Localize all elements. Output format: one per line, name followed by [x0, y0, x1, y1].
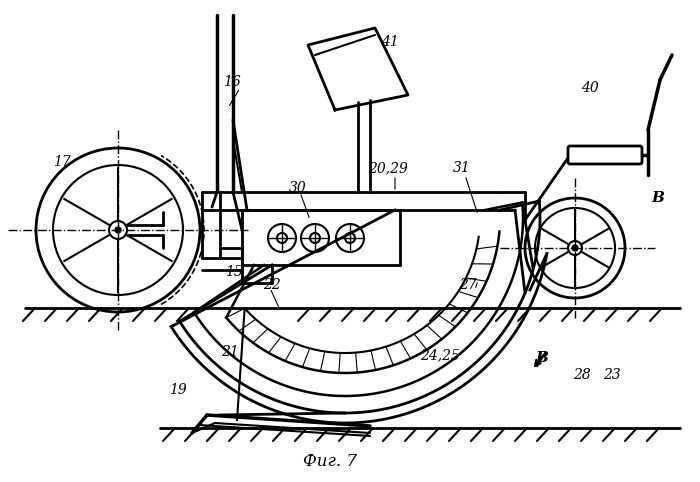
Text: B: B	[652, 191, 664, 205]
Text: Фиг. 7: Фиг. 7	[303, 454, 357, 470]
Text: 31: 31	[453, 161, 471, 175]
Text: 17: 17	[53, 155, 71, 169]
FancyBboxPatch shape	[568, 146, 642, 164]
Text: 30: 30	[289, 181, 307, 195]
Text: 28: 28	[573, 368, 591, 382]
Text: 23: 23	[603, 368, 621, 382]
Circle shape	[572, 245, 578, 251]
Text: 27: 27	[459, 278, 477, 292]
Text: 21: 21	[221, 345, 239, 359]
Text: 40: 40	[581, 81, 599, 95]
Text: B: B	[536, 351, 548, 365]
Text: 20,29: 20,29	[368, 161, 408, 175]
Text: 24,25: 24,25	[420, 348, 460, 362]
Circle shape	[115, 227, 121, 233]
Text: 16: 16	[223, 75, 241, 89]
Text: 22: 22	[263, 278, 281, 292]
Text: 41: 41	[381, 35, 399, 49]
Text: 19: 19	[169, 383, 187, 397]
Text: 15: 15	[225, 265, 243, 279]
